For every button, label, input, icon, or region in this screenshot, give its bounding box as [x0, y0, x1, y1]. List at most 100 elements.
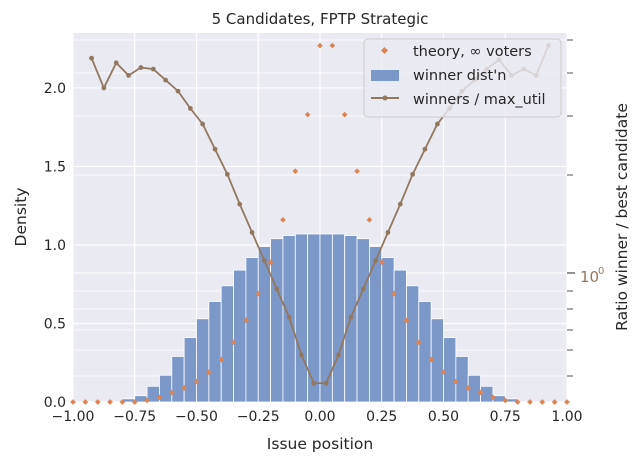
theory-point — [366, 217, 373, 223]
legend-theory-marker — [380, 46, 389, 55]
legend-winner-dist-label: winner dist'n — [413, 68, 506, 84]
ratio-point — [360, 286, 366, 292]
theory-point — [490, 394, 496, 401]
theory-point — [428, 356, 434, 363]
theory-point — [107, 399, 113, 405]
x-tick-label: −0.50 — [175, 409, 218, 425]
legend-bar-swatch — [371, 70, 399, 81]
x-tick-label: 0.25 — [366, 409, 397, 425]
bar-series — [122, 233, 519, 403]
x-tick-label: 1.00 — [551, 409, 582, 425]
chart-title: 5 Candidates, FPTP Strategic — [212, 10, 429, 28]
ratio-point — [410, 171, 416, 177]
bar — [208, 301, 222, 403]
legend-entry-theory: theory, ∞ voters — [380, 44, 532, 60]
right-axis-tick-exponent: 0 — [598, 266, 604, 277]
theory-point — [304, 111, 311, 118]
x-tick-label: 0.50 — [428, 409, 459, 425]
theory-point — [527, 399, 533, 405]
ratio-point — [434, 121, 440, 127]
theory-point — [502, 397, 509, 404]
bar — [233, 269, 247, 403]
theory-point — [193, 378, 200, 385]
theory-point — [243, 317, 249, 324]
theory-point — [564, 399, 570, 405]
bar — [406, 285, 420, 403]
ratio-point — [237, 201, 243, 207]
theory-point — [94, 399, 101, 405]
ratio-point — [385, 230, 391, 235]
ratio-point — [200, 121, 206, 127]
ratio-point — [138, 65, 144, 70]
legend-ratio-marker — [382, 95, 388, 101]
legend-entry-winner-dist: winner dist'n — [371, 68, 506, 84]
right-axis-major-tick: 10 0 — [580, 266, 604, 286]
y-tick-label: 1.0 — [44, 238, 66, 254]
theory-point — [403, 317, 410, 324]
theory-point — [354, 168, 360, 175]
theory-point — [267, 259, 274, 266]
y-tick-label: 2.0 — [44, 81, 66, 97]
theory-point — [551, 399, 558, 405]
ratio-point — [212, 146, 218, 152]
legend: theory, ∞ voters winner dist'n winners /… — [363, 38, 562, 118]
bar — [331, 233, 346, 403]
theory-point — [82, 399, 89, 405]
theory-point — [514, 399, 521, 405]
theory-point — [156, 394, 163, 401]
x-tick-label: −0.75 — [113, 409, 156, 425]
x-tick-label: −1.00 — [52, 409, 95, 425]
right-axis-label: Ratio winner / best candidate — [613, 103, 631, 331]
y-tick-label: 1.5 — [44, 159, 66, 175]
x-axis-label: Issue position — [267, 435, 373, 453]
theory-point — [280, 217, 286, 223]
legend-ratio-label: winners / max_util — [413, 92, 546, 108]
legend-entry-ratio: winners / max_util — [371, 92, 546, 108]
bar — [294, 233, 309, 403]
ratio-point — [311, 380, 317, 386]
ratio-point — [422, 146, 428, 152]
ratio-point — [262, 258, 267, 264]
ratio-point — [126, 72, 131, 78]
ratio-point — [187, 105, 193, 111]
y-tick-label: 0.5 — [44, 316, 66, 332]
bar — [393, 269, 407, 403]
theory-point — [119, 399, 126, 405]
theory-point — [292, 168, 299, 175]
bar — [480, 385, 494, 403]
theory-point — [230, 339, 237, 346]
x-tick-label: 0.75 — [490, 409, 521, 425]
bar — [381, 257, 395, 403]
bar — [171, 356, 185, 403]
theory-point — [453, 378, 459, 385]
y-axis-label: Density — [12, 188, 30, 247]
theory-point — [539, 399, 546, 405]
theory-point — [341, 111, 348, 118]
right-axis-tick-label: 10 — [580, 268, 599, 286]
ratio-point — [175, 88, 181, 94]
theory-point — [415, 339, 422, 346]
bar — [418, 301, 432, 403]
ratio-point — [274, 286, 280, 292]
legend-theory-label: theory, ∞ voters — [413, 44, 532, 60]
ratio-point — [249, 230, 255, 235]
x-tick-label: −0.25 — [237, 409, 280, 425]
theory-point — [144, 397, 150, 404]
theory-point — [391, 290, 397, 297]
ratio-point — [163, 77, 169, 83]
bar — [220, 285, 234, 403]
ratio-point — [323, 380, 329, 386]
x-axis-ticks: −1.00 −0.75 −0.50 −0.25 0.00 0.25 0.50 0.75 1.00 — [52, 409, 583, 425]
theory-point — [440, 369, 447, 375]
theory-point — [477, 389, 484, 396]
ratio-point — [286, 314, 292, 320]
bar — [196, 318, 210, 403]
y-tick-label: 0.0 — [44, 395, 66, 411]
bar — [183, 337, 197, 403]
theory-point — [255, 290, 262, 297]
bar — [455, 356, 469, 403]
bar — [356, 238, 370, 403]
theory-point — [206, 369, 212, 375]
ratio-point — [224, 171, 230, 177]
